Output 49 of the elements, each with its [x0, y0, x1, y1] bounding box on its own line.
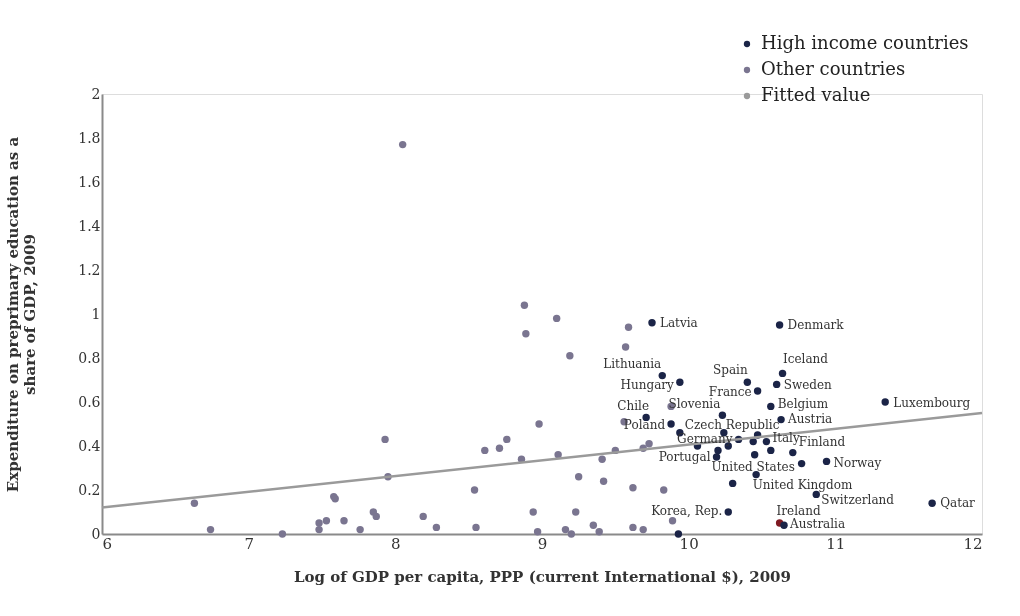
annotation: Australia [789, 517, 846, 532]
y-tick-label: 0 [91, 525, 101, 542]
annotation: France [708, 385, 752, 399]
annotation: Sweden [783, 378, 833, 393]
legend-label: Other countries [761, 58, 906, 79]
annotation: Korea, Rep. [651, 504, 723, 518]
annotation: Lithuania [603, 356, 662, 371]
annotation: Poland [623, 418, 666, 432]
annotation: Spain [713, 363, 748, 378]
legend-label: Fitted value [761, 84, 871, 105]
x-tick-label: 11 [826, 534, 846, 553]
annotation: Austria [787, 411, 833, 426]
legend-label: High income countries [761, 32, 969, 53]
annotation: United States [711, 459, 795, 474]
annotation: Portugal [658, 450, 711, 464]
annotation: Switzerland [821, 493, 895, 508]
annotation: Hungary [620, 378, 675, 393]
annotation: Italy [772, 430, 800, 445]
x-tick-label: 9 [537, 534, 548, 553]
y-tick-label: 2 [91, 85, 101, 102]
annotation: Qatar [940, 496, 976, 511]
x-axis-title: Log of GDP per capita, PPP (current International $), 2009 [294, 567, 791, 586]
y-tick-label: 1.2 [78, 261, 101, 278]
annotation: Czech Republic [684, 417, 780, 432]
x-tick-label: 10 [679, 534, 699, 553]
x-tick-label: 7 [244, 534, 254, 553]
y-tick-label: 1.6 [78, 173, 101, 190]
y-tick-label: 1 [91, 305, 101, 322]
y-tick-label: 0.8 [78, 349, 101, 366]
annotation: Belgium [777, 397, 829, 412]
annotation: Chile [617, 399, 649, 414]
x-tick-label: 12 [963, 534, 983, 553]
annotation: Germany [677, 432, 733, 447]
annotation: Denmark [787, 318, 845, 332]
y-axis-title: Expenditure on preprimary education as a share of GDP, 2009 [4, 136, 40, 493]
annotation: Latvia [660, 315, 698, 330]
annotation: Iceland [783, 352, 829, 367]
annotation: Luxembourg [893, 396, 971, 410]
annotation: Ireland [776, 504, 821, 518]
annotation: Slovenia [668, 397, 721, 412]
x-tick-label: 6 [102, 534, 113, 553]
y-tick-label: 1.4 [78, 217, 101, 234]
y-tick-label: 0.6 [78, 393, 101, 410]
x-tick-label: 8 [391, 534, 401, 553]
annotation: Norway [833, 456, 882, 471]
y-tick-label: 0.2 [78, 481, 101, 498]
y-tick-label: 0.4 [78, 437, 101, 454]
y-tick-label: 1.8 [78, 129, 101, 146]
annotation: United Kingdom [752, 478, 853, 493]
